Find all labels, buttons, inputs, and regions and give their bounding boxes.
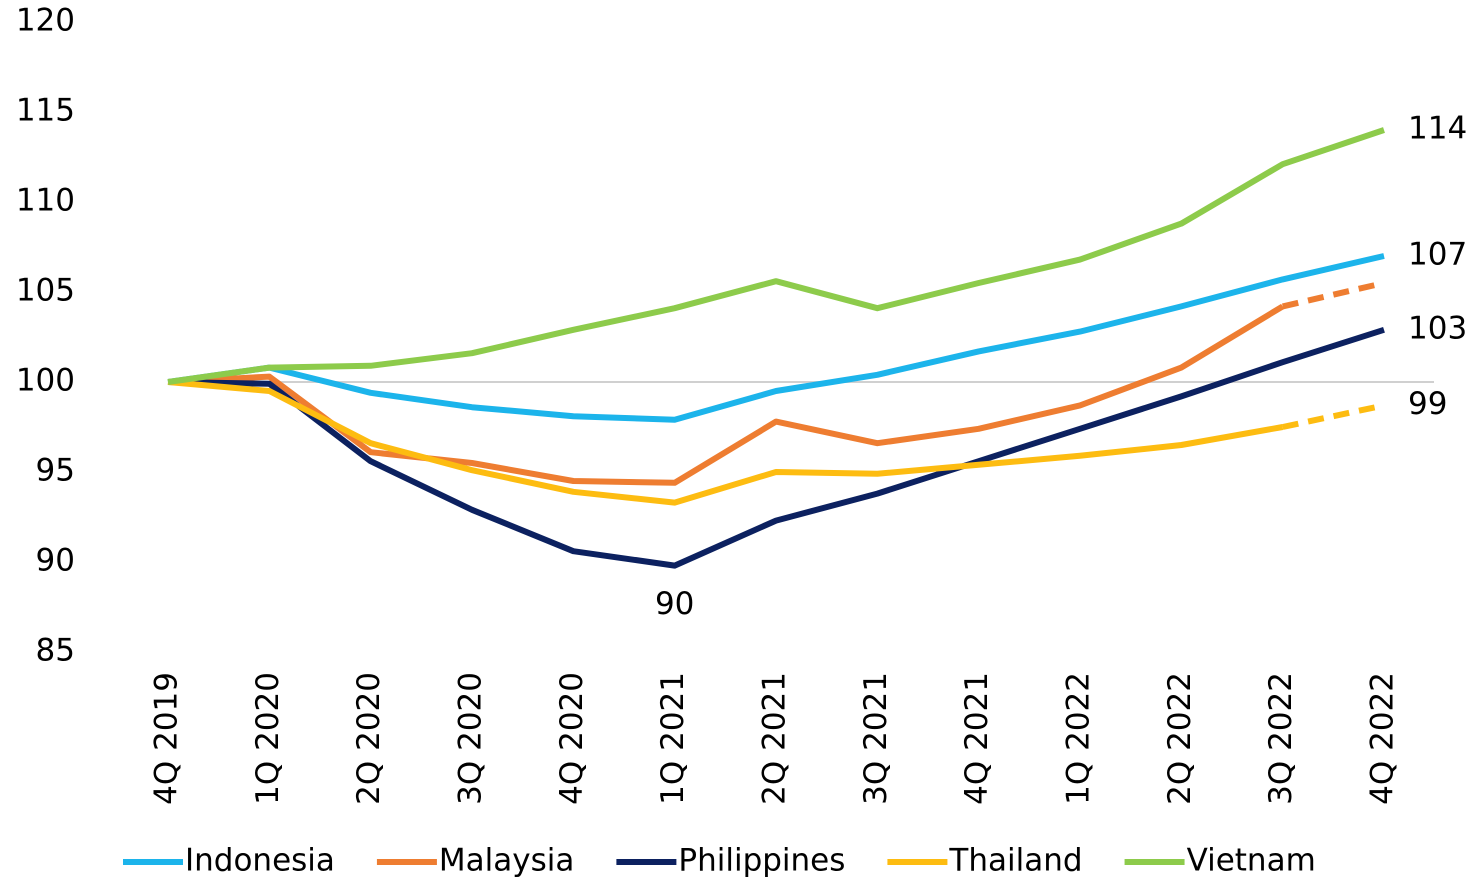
series-line — [167, 326, 1385, 569]
x-tick-label: 4Q 2021 — [959, 672, 995, 805]
legend-label: Indonesia — [185, 843, 335, 879]
y-tick-label: 115 — [16, 93, 75, 129]
x-tick-label: 3Q 2021 — [858, 672, 894, 805]
y-tick-label: 85 — [36, 633, 75, 669]
x-tick-label: 1Q 2020 — [250, 672, 286, 805]
y-tick-label: 90 — [36, 543, 75, 579]
x-tick-label: 3Q 2020 — [453, 672, 489, 805]
projection-line — [1281, 280, 1385, 310]
series-line — [167, 127, 1385, 385]
y-tick-label: 105 — [16, 273, 75, 309]
data-label: 107 — [1408, 237, 1467, 273]
legend-label: Malaysia — [439, 843, 574, 879]
y-tick-label: 120 — [16, 3, 75, 39]
x-tick-label: 4Q 2022 — [1365, 672, 1401, 805]
data-label: 103 — [1408, 310, 1467, 346]
legend-label: Thailand — [948, 843, 1082, 879]
series-line — [167, 253, 1385, 423]
legend-label: Philippines — [678, 843, 845, 879]
x-tick-label: 4Q 2020 — [554, 672, 590, 805]
x-tick-label: 2Q 2020 — [351, 672, 387, 805]
data-label: 99 — [1408, 386, 1447, 422]
projection-line — [1282, 402, 1385, 430]
data-label: 90 — [655, 586, 694, 622]
series-line — [167, 303, 1285, 486]
y-tick-label: 95 — [36, 453, 75, 489]
x-tick-label: 2Q 2021 — [757, 672, 793, 805]
x-tick-label: 4Q 2019 — [149, 672, 185, 805]
x-tick-label: 3Q 2022 — [1263, 672, 1299, 805]
x-tick-label: 1Q 2021 — [655, 672, 691, 805]
legend-label: Vietnam — [1187, 843, 1316, 879]
y-tick-label: 110 — [16, 183, 75, 219]
series-line — [167, 379, 1284, 506]
data-label: 114 — [1408, 111, 1467, 147]
x-tick-label: 1Q 2022 — [1061, 672, 1097, 805]
x-tick-label: 2Q 2022 — [1162, 672, 1198, 805]
y-tick-label: 100 — [16, 363, 75, 399]
